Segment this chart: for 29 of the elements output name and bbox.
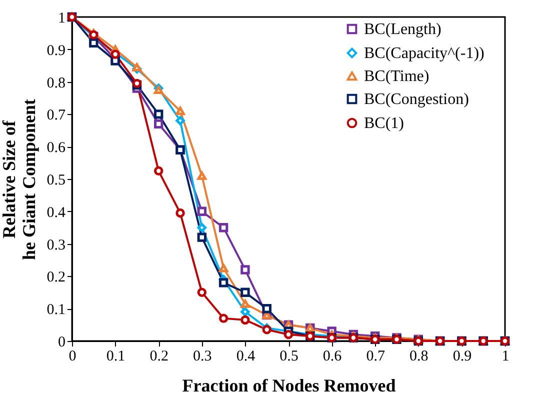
legend-label: BC(Congestion) <box>364 91 469 108</box>
y-tick-label: 0.5 <box>46 172 66 188</box>
x-axis-title: Fraction of Nodes Removed <box>182 376 396 396</box>
y-tick-label: 0.3 <box>46 237 66 254</box>
legend-label: BC(Capacity^(-1)) <box>364 45 484 62</box>
x-tick-label: 0.2 <box>150 348 168 364</box>
y-tick-label: 0.9 <box>46 42 66 59</box>
x-tick-label: 1 <box>502 348 510 364</box>
x-tick-label: 0.8 <box>410 348 428 364</box>
y-axis-title: Relative Size of he Giant Component <box>0 98 39 260</box>
y-tick-label: 0.2 <box>46 270 66 286</box>
legend-label: BC(1) <box>364 115 404 132</box>
legend-label: BC(Time) <box>364 68 430 85</box>
x-tick-label: 0.6 <box>322 348 342 364</box>
x-tick-label: 0 <box>68 348 76 364</box>
x-tick-label: 0.3 <box>193 348 212 364</box>
y-tick-label: 1 <box>58 10 66 26</box>
y-tick-label: 0.4 <box>46 204 66 221</box>
y-tick-label: 0.6 <box>46 140 66 156</box>
x-tick-label: 0.9 <box>452 348 472 364</box>
y-tick-label: 0.8 <box>46 75 66 92</box>
x-tick-label: 0.5 <box>280 348 298 364</box>
y-tick-label: 0.7 <box>46 108 66 124</box>
y-tick-label: 0.1 <box>46 302 66 318</box>
y-tick-label: 0 <box>58 334 66 350</box>
x-tick-label: 0.1 <box>106 348 126 364</box>
x-tick-label: 0.4 <box>236 348 256 364</box>
legend-label: BC(Length) <box>364 21 442 38</box>
x-tick-label: 0.7 <box>366 348 386 364</box>
